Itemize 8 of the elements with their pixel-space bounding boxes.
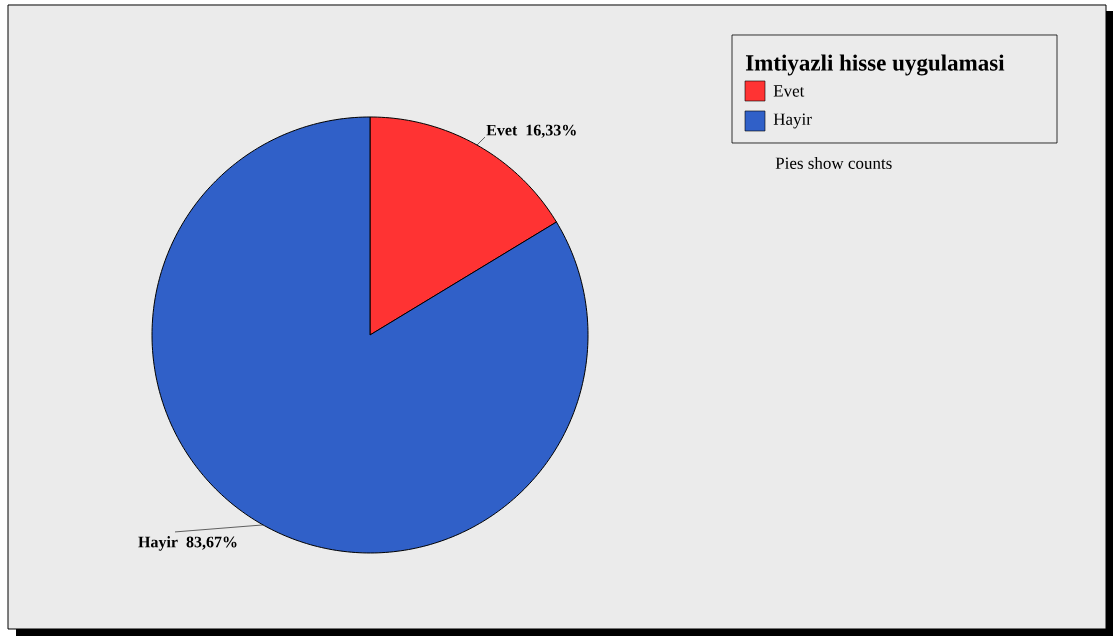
slice-label: Hayir: [138, 536, 178, 551]
data-label: 83,67%: [186, 536, 237, 550]
legend-label: Hayir: [773, 113, 812, 129]
legend-label: Evet: [773, 85, 805, 97]
slice-label: Evet: [486, 124, 518, 136]
data-label: 16,33%: [526, 124, 576, 138]
text: Pies show counts: [775, 157, 892, 169]
legend-title: Imtiyazli hisse uygulamasi: [745, 54, 1005, 76]
